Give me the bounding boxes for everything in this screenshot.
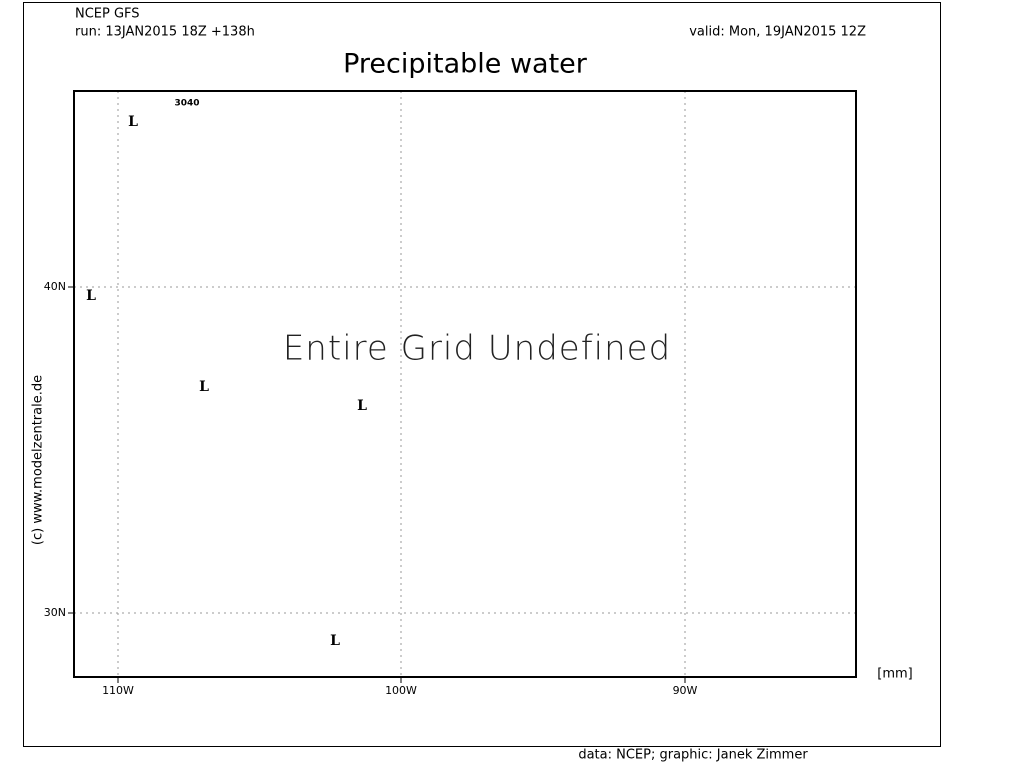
outer-frame [23, 2, 941, 747]
copyright: (c) www.modelzentrale.de [31, 375, 46, 545]
low-marker: L [199, 379, 209, 395]
footer-credit: data: NCEP; graphic: Janek Zimmer [578, 748, 808, 763]
valid-info: valid: Mon, 19JAN2015 12Z [689, 25, 866, 40]
lon-label: 110W [102, 684, 134, 697]
contour-label: 3040 [174, 99, 199, 109]
lat-label: 40N [44, 280, 66, 293]
lon-label: 90W [673, 684, 698, 697]
grid [74, 91, 856, 677]
low-marker: L [330, 633, 340, 649]
low-marker: L [86, 288, 96, 304]
lat-label: 30N [44, 606, 66, 619]
unit-label: [mm] [877, 667, 912, 682]
lon-label: 100W [385, 684, 417, 697]
run-info: run: 13JAN2015 18Z +138h [75, 25, 255, 40]
map-frame [73, 90, 857, 678]
low-marker: L [128, 114, 138, 130]
map-title: Precipitable water [343, 49, 588, 80]
low-marker: L [357, 398, 367, 414]
undefined-message: Entire Grid Undefined [283, 329, 671, 369]
model-name: NCEP GFS [75, 7, 140, 22]
